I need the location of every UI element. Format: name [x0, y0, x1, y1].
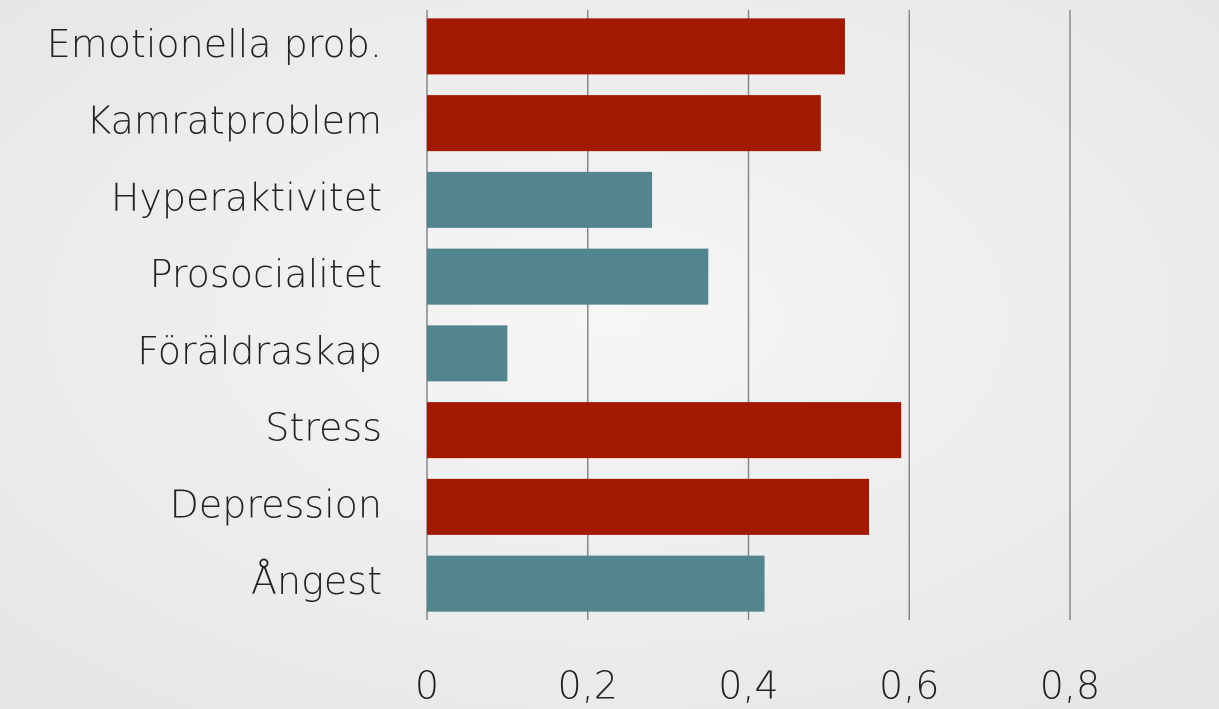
y-tick-label: Kamratproblem [86, 99, 382, 143]
y-tick-label: Stress [265, 406, 382, 450]
bar [427, 248, 709, 305]
y-tick-label: Ångest [251, 559, 382, 603]
bar [427, 325, 508, 382]
x-tick-label: 0,6 [879, 664, 939, 708]
x-tick-label: 0,8 [1040, 664, 1100, 708]
bar [427, 478, 870, 535]
bar [427, 555, 765, 612]
x-tick-label: 0 [415, 664, 439, 708]
x-tick-label: 0,2 [558, 664, 618, 708]
y-tick-label: Emotionella prob. [47, 22, 382, 66]
bar [427, 171, 653, 228]
bar [427, 402, 902, 459]
y-tick-label: Depression [170, 482, 382, 526]
y-tick-label: Hyperaktivitet [111, 175, 382, 219]
bar [427, 95, 821, 152]
x-tick-label: 0,4 [718, 664, 778, 708]
y-tick-label: Föräldraskap [137, 329, 382, 373]
y-tick-label: Prosocialitet [150, 252, 382, 296]
bar [427, 18, 845, 75]
